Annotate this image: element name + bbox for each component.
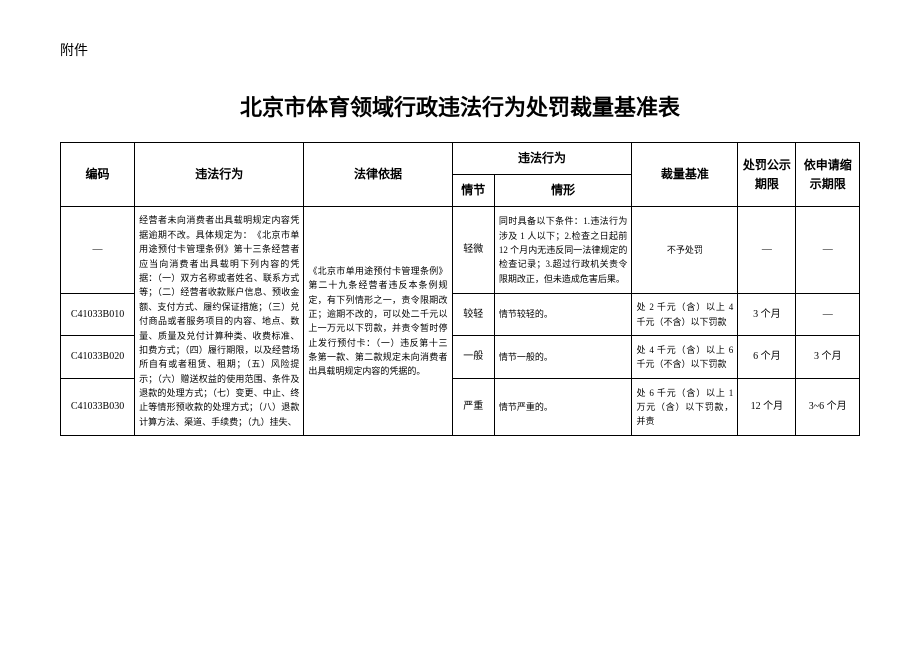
header-standard: 裁量基准 bbox=[632, 143, 738, 207]
cell-standard: 处 4 千元（含）以上 6 千元（不含）以下罚款 bbox=[632, 336, 738, 379]
cell-standard: 处 6 千元（含）以上 1 万元（含）以下罚款，并责 bbox=[632, 378, 738, 435]
cell-publicity: — bbox=[738, 207, 796, 294]
cell-shorten: — bbox=[796, 207, 860, 294]
cell-level: 严重 bbox=[452, 378, 494, 435]
cell-publicity: 3 个月 bbox=[738, 293, 796, 336]
cell-code: C41033B030 bbox=[61, 378, 135, 435]
header-publicity-period: 处罚公示期限 bbox=[738, 143, 796, 207]
cell-legal-text: 《北京市单用途预付卡管理条例》第二十九条经营者违反本条例规定，有下列情形之一，责… bbox=[304, 207, 452, 436]
cell-code: C41033B010 bbox=[61, 293, 135, 336]
cell-standard: 处 2 千元（含）以上 4 千元（不含）以下罚款 bbox=[632, 293, 738, 336]
cell-standard: 不予处罚 bbox=[632, 207, 738, 294]
cell-shorten: 3 个月 bbox=[796, 336, 860, 379]
cell-level: 较轻 bbox=[452, 293, 494, 336]
cell-violation-text: 经营者未向消费者出具载明规定内容凭据逾期不改。具体规定为： 《北京市单用途预付卡… bbox=[135, 207, 304, 436]
page-title: 北京市体育领域行政违法行为处罚裁量基准表 bbox=[60, 90, 860, 122]
cell-code: — bbox=[61, 207, 135, 294]
penalty-table: 编码 违法行为 法律依据 违法行为 裁量基准 处罚公示期限 依申请缩示期限 情节… bbox=[60, 142, 860, 436]
cell-publicity: 6 个月 bbox=[738, 336, 796, 379]
header-violation-detail: 违法行为 bbox=[452, 143, 632, 175]
cell-level: 轻微 bbox=[452, 207, 494, 294]
header-legal-basis: 法律依据 bbox=[304, 143, 452, 207]
table-row: — 经营者未向消费者出具载明规定内容凭据逾期不改。具体规定为： 《北京市单用途预… bbox=[61, 207, 860, 294]
header-shorten-period: 依申请缩示期限 bbox=[796, 143, 860, 207]
header-code: 编码 bbox=[61, 143, 135, 207]
attachment-label: 附件 bbox=[60, 40, 860, 60]
cell-publicity: 12 个月 bbox=[738, 378, 796, 435]
header-situation: 情形 bbox=[494, 175, 632, 207]
cell-situation: 情节严重的。 bbox=[494, 378, 632, 435]
header-violation: 违法行为 bbox=[135, 143, 304, 207]
cell-level: 一般 bbox=[452, 336, 494, 379]
header-level: 情节 bbox=[452, 175, 494, 207]
cell-situation: 情节一般的。 bbox=[494, 336, 632, 379]
cell-situation: 情节较轻的。 bbox=[494, 293, 632, 336]
cell-code: C41033B020 bbox=[61, 336, 135, 379]
cell-situation: 同时具备以下条件：1.违法行为涉及 1 人以下；2.检查之日起前 12 个月内无… bbox=[494, 207, 632, 294]
cell-shorten: 3~6 个月 bbox=[796, 378, 860, 435]
cell-shorten: — bbox=[796, 293, 860, 336]
